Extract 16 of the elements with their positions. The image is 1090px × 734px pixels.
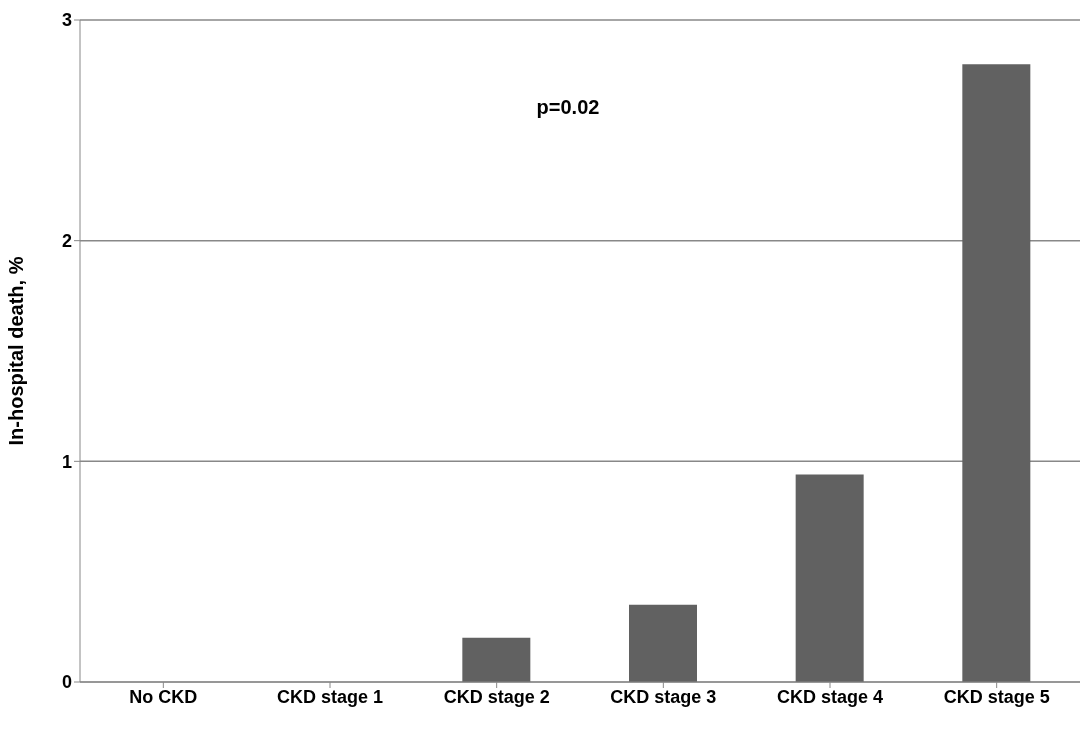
x-tick-label: CKD stage 3: [610, 686, 717, 707]
y-tick-label: 2: [61, 231, 72, 252]
bar: [962, 64, 1031, 682]
x-tick-label: CKD stage 1: [276, 686, 384, 707]
y-tick-label: 1: [61, 451, 72, 472]
x-tick-label: CKD stage 4: [776, 686, 884, 707]
bar: [629, 604, 697, 682]
bar: [795, 474, 864, 682]
x-tick-label: CKD stage 2: [443, 686, 550, 707]
y-tick-label: 0: [61, 672, 72, 693]
bar: [462, 637, 531, 682]
annotation: p=0.02: [535, 96, 601, 119]
y-tick-label: 3: [61, 10, 72, 31]
y-axis-title: In-hospital death, %: [5, 256, 28, 446]
x-tick-label: No CKD: [129, 686, 198, 707]
x-tick-label: CKD stage 5: [943, 686, 1050, 707]
